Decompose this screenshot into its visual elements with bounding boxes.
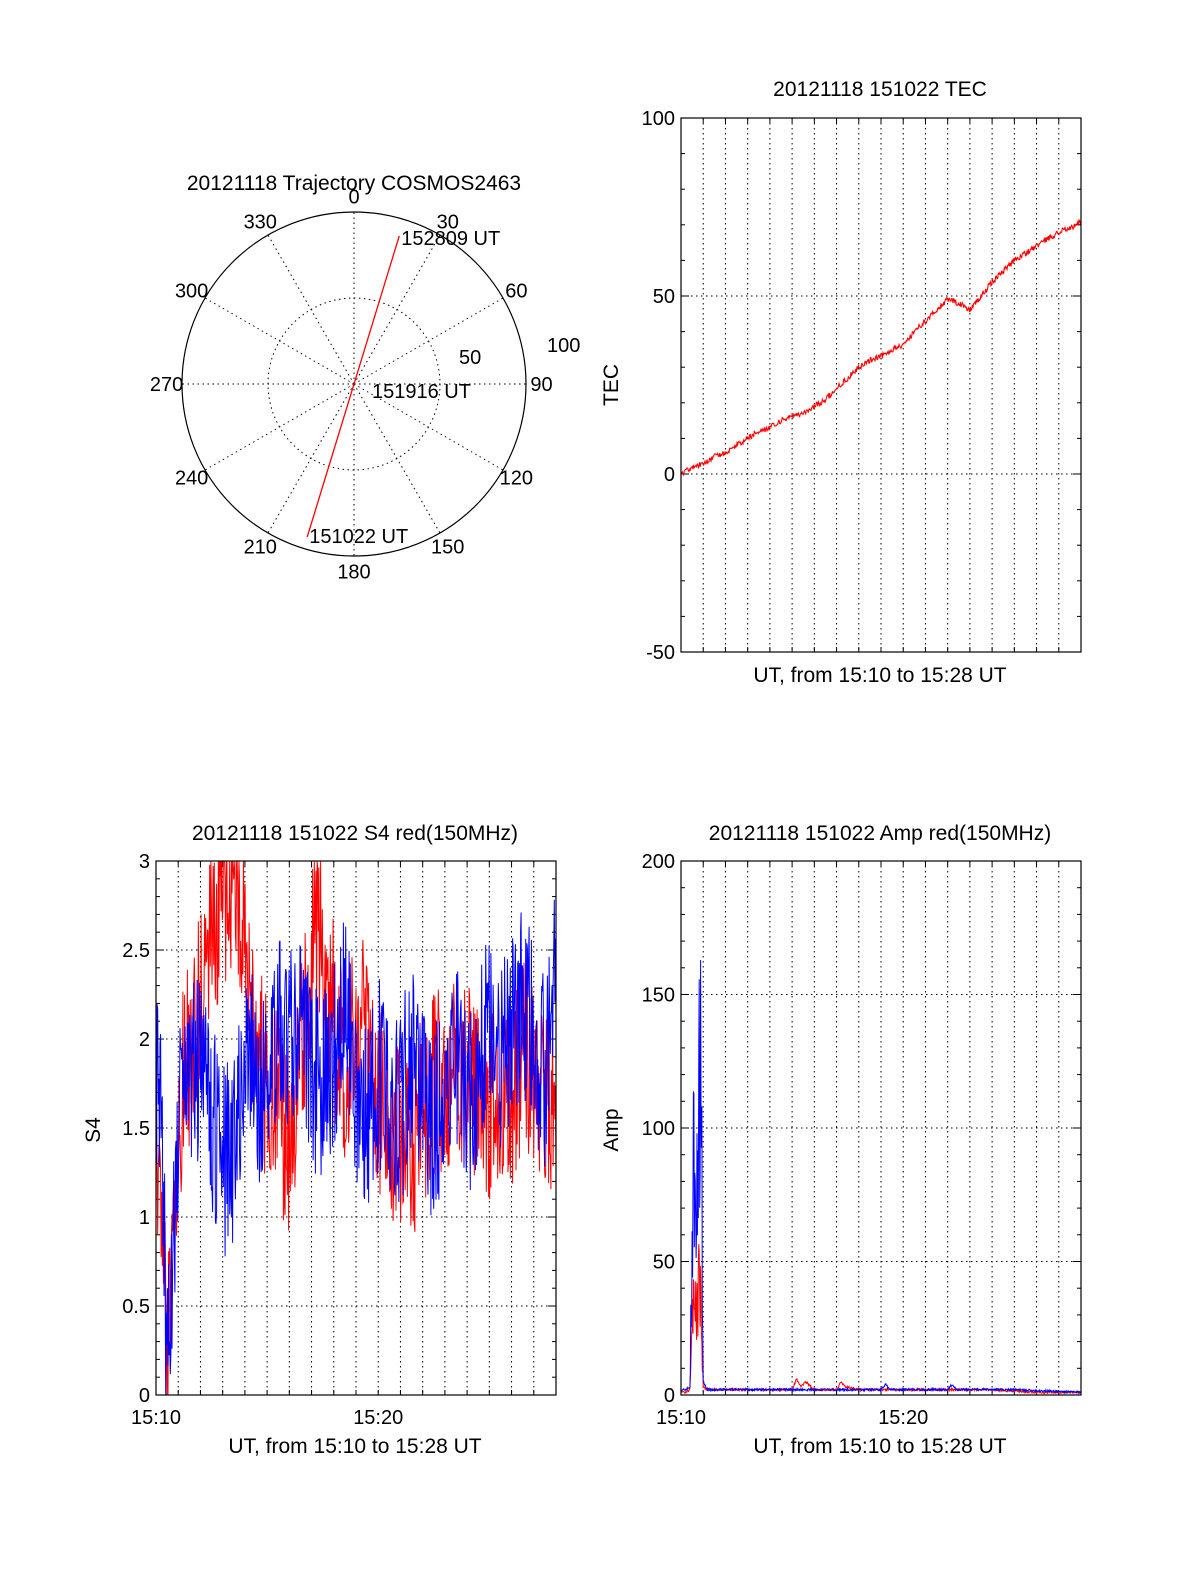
y-tick-label: 100 [642, 108, 675, 130]
y-tick-label: 2 [139, 1029, 150, 1051]
polar-angle-label: 300 [175, 280, 208, 302]
tec-y-axis-label: TEC [600, 364, 623, 406]
polar-angle-label: 240 [175, 468, 208, 490]
trajectory-time-label: 152809 UT [401, 228, 500, 250]
trajectory-time-label: 151022 UT [309, 526, 408, 548]
y-tick-label: 1.5 [122, 1118, 150, 1140]
polar-angle-label: 210 [244, 536, 277, 558]
y-tick-label: 50 [653, 286, 675, 308]
polar-angle-label: 180 [337, 561, 370, 583]
polar-angle-label: 150 [431, 536, 464, 558]
trajectory-line [306, 235, 400, 538]
polar-angle-label: 120 [500, 468, 533, 490]
y-tick-label: 0 [139, 1385, 150, 1407]
y-tick-label: 200 [642, 851, 675, 873]
y-tick-label: 0 [664, 1385, 675, 1407]
polar-spoke [353, 297, 504, 385]
polar-angle-label: 30 [437, 212, 459, 234]
x-tick-label: 15:20 [353, 1407, 403, 1429]
y-tick-label: 150 [642, 985, 675, 1007]
x-tick-label: 15:10 [656, 1407, 706, 1429]
y-tick-label: 3 [139, 851, 150, 873]
polar-angle-label: 330 [244, 212, 277, 234]
amp-y-axis-label: Amp [600, 1108, 623, 1151]
amp-x-axis-label: UT, from 15:10 to 15:28 UT [753, 1435, 1006, 1458]
polar-spoke [204, 383, 355, 471]
polar-angle-label: 90 [530, 374, 552, 396]
polar-outer-circle [181, 211, 527, 557]
polar-angle-label: 270 [150, 374, 183, 396]
y-tick-label: 50 [653, 1252, 675, 1274]
x-tick-label: 15:20 [878, 1407, 928, 1429]
plot-frame [680, 117, 1082, 653]
trajectory-time-label: 151916 UT [372, 381, 471, 403]
red-series-line [155, 860, 557, 1396]
polar-radius-label: 50 [459, 347, 481, 369]
polar-angle-label: 60 [505, 280, 527, 302]
blue-series-line [155, 899, 557, 1396]
polar-trajectory-chart: 20121118 Trajectory COSMOS2463 0 30 60 90 12… [150, 172, 581, 583]
polar-chart-title: 20121118 Trajectory COSMOS2463 [187, 172, 521, 195]
y-tick-label: 2.5 [122, 940, 150, 962]
s4-chart-title: 20121118 151022 S4 red(150MHz) [192, 822, 518, 845]
s4-chart: 20121118 151022 S4 red(150MHz) UT, from … [82, 822, 557, 1458]
polar-spoke [267, 383, 355, 534]
tec-chart: 20121118 151022 TEC UT, from 15:10 to 15… [600, 78, 1082, 687]
s4-x-axis-label: UT, from 15:10 to 15:28 UT [228, 1435, 481, 1458]
y-tick-label: 100 [642, 1118, 675, 1140]
y-tick-label: 0.5 [122, 1296, 150, 1318]
polar-ring-50 [267, 297, 441, 471]
polar-spoke [267, 234, 355, 385]
red-series-line [680, 218, 1081, 477]
polar-radius-label: 100 [547, 335, 580, 357]
y-tick-label: -50 [646, 642, 675, 664]
blue-series-line [680, 960, 1082, 1395]
polar-spoke [353, 234, 441, 385]
y-tick-label: 0 [664, 464, 675, 486]
x-tick-label: 15:10 [131, 1407, 181, 1429]
plot-frame [680, 860, 1082, 1396]
s4-y-axis-label: S4 [82, 1117, 105, 1143]
polar-spoke [353, 383, 441, 534]
polar-angle-label: 0 [348, 187, 359, 209]
amp-chart-title: 20121118 151022 Amp red(150MHz) [709, 822, 1051, 845]
plot-frame [155, 860, 557, 1396]
polar-spoke [204, 297, 355, 385]
tec-chart-title: 20121118 151022 TEC [773, 78, 987, 101]
tec-x-axis-label: UT, from 15:10 to 15:28 UT [753, 664, 1006, 687]
amp-chart: 20121118 151022 Amp red(150MHz) UT, from… [600, 822, 1082, 1458]
y-tick-label: 1 [139, 1207, 150, 1229]
